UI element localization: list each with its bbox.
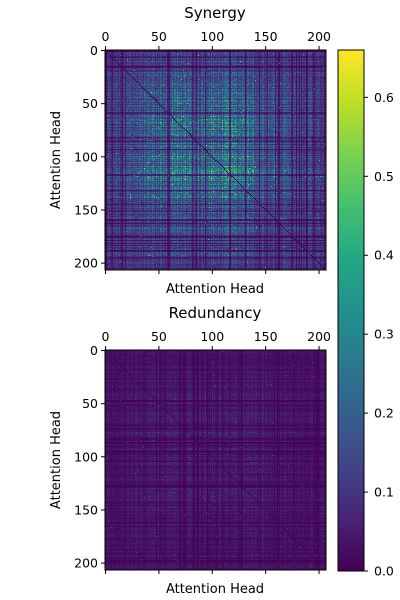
synergy-heatmap-holder — [105, 50, 326, 270]
x-tick-label: 200 — [307, 329, 331, 344]
synergy-heatmap — [105, 50, 326, 270]
redundancy-xlabel: Attention Head — [166, 582, 264, 597]
x-tick-label: 200 — [307, 29, 331, 44]
x-tick-label: 0 — [102, 29, 110, 44]
y-tick-label: 150 — [74, 202, 98, 217]
colorbar-tick-label: 0.3 — [374, 327, 394, 342]
x-tick-label: 50 — [151, 29, 167, 44]
colorbar-tick-label: 0.5 — [374, 169, 394, 184]
synergy-xlabel: Attention Head — [166, 282, 264, 297]
synergy-ylabel: Attention Head — [49, 111, 64, 209]
redundancy-title: Redundancy — [169, 304, 262, 322]
y-tick-label: 50 — [82, 396, 98, 411]
x-tick-label: 100 — [200, 29, 224, 44]
y-tick-label: 200 — [74, 256, 98, 271]
y-tick-label: 100 — [74, 449, 98, 464]
redundancy-heatmap — [105, 350, 326, 570]
colorbar-tick-label: 0.1 — [374, 485, 394, 500]
synergy-panel: Synergy 0 50 100 150 200 0 50 100 150 200 Attenti… — [49, 4, 331, 297]
synergy-frame — [104, 49, 327, 271]
redundancy-ylabel: Attention Head — [49, 411, 64, 509]
y-tick-label: 150 — [74, 502, 98, 517]
x-tick-label: 150 — [254, 29, 278, 44]
y-tick-label: 200 — [74, 556, 98, 571]
colorbar-tick-label: 0.0 — [374, 564, 394, 579]
x-tick-label: 150 — [254, 329, 278, 344]
y-tick-label: 0 — [90, 43, 98, 58]
synergy-ticks: 0 50 100 150 200 0 50 100 150 200 — [74, 29, 331, 274]
y-tick-label: 50 — [82, 96, 98, 111]
x-tick-label: 50 — [151, 329, 167, 344]
colorbar-gradient — [337, 49, 365, 572]
x-tick-label: 100 — [200, 329, 224, 344]
redundancy-ticks: 0 50 100 150 200 0 50 100 150 200 — [74, 329, 331, 574]
colorbar-tick-label: 0.2 — [374, 406, 394, 421]
y-tick-label: 0 — [90, 343, 98, 358]
colorbar-tick-label: 0.4 — [374, 248, 394, 263]
x-tick-label: 0 — [102, 329, 110, 344]
y-tick-label: 100 — [74, 149, 98, 164]
colorbar: 0.0 0.1 0.2 0.3 0.4 0.5 0.6 — [337, 49, 394, 579]
synergy-title: Synergy — [184, 4, 246, 22]
redundancy-heatmap-holder — [105, 350, 326, 570]
colorbar-ticks: 0.0 0.1 0.2 0.3 0.4 0.5 0.6 — [364, 90, 394, 579]
redundancy-panel: Redundancy 0 50 100 150 200 0 50 100 150 200 Atte… — [49, 304, 331, 597]
redundancy-frame — [104, 349, 327, 571]
colorbar-tick-label: 0.6 — [374, 90, 394, 105]
